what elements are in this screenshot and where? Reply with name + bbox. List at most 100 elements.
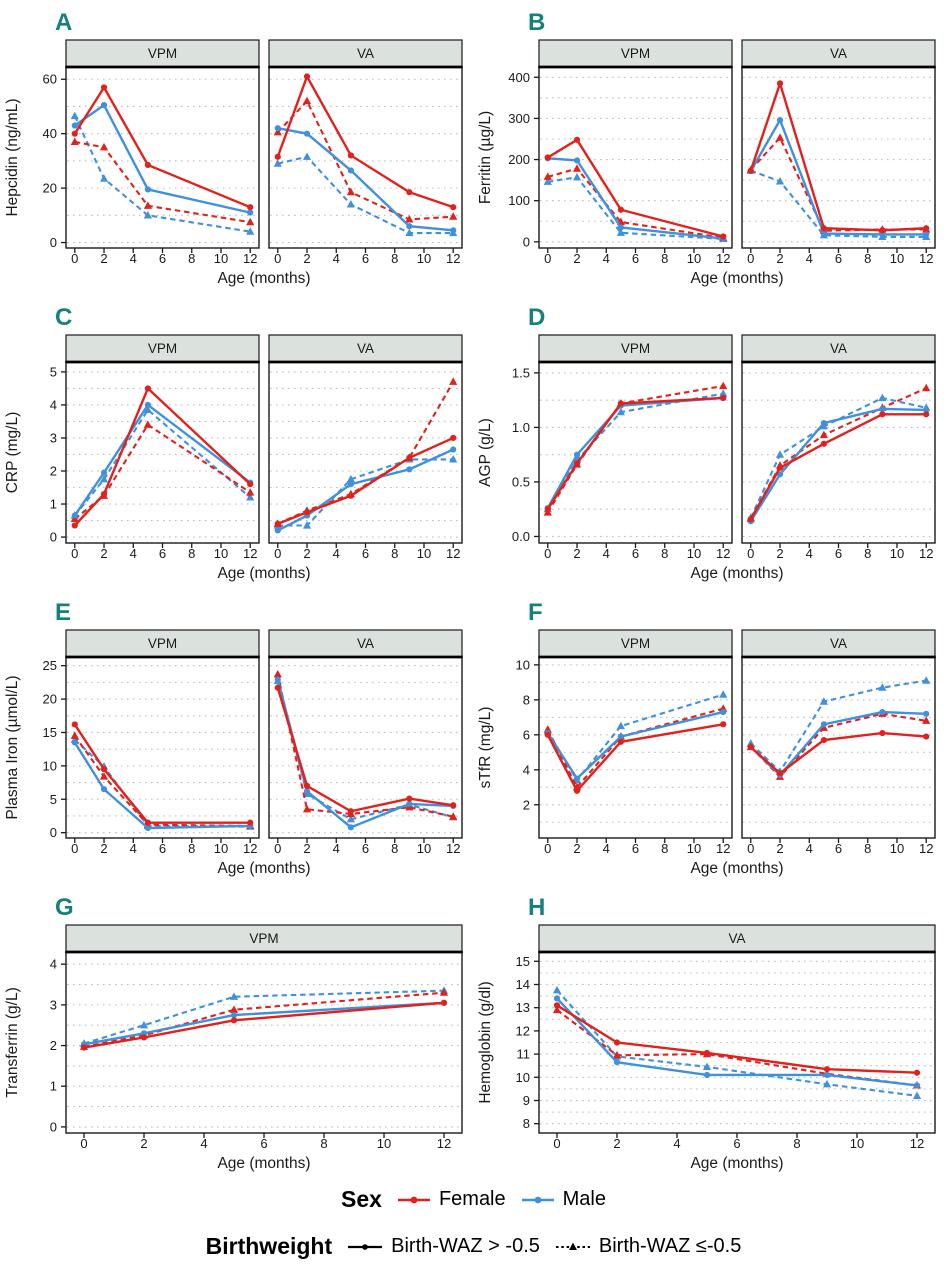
y-tick-label: 5	[49, 364, 56, 379]
series-line-female-solid	[73, 386, 251, 527]
series-line-female-solid	[83, 1001, 444, 1049]
legend-item-male: Male	[520, 1188, 606, 1211]
circle-marker	[303, 73, 310, 80]
x-tick-label: 0	[71, 546, 78, 561]
circle-marker	[144, 824, 151, 832]
x-tick-label: 0	[274, 841, 281, 856]
y-axis-title: Plasma Iron (µmol/L)	[4, 675, 21, 819]
circle-marker	[820, 225, 827, 232]
facet-strip	[64, 39, 260, 68]
x-tick-label: 4	[602, 841, 609, 856]
x-tick-label: 12	[715, 251, 729, 266]
x-tick-label: 12	[242, 841, 256, 856]
series-line-male-solid	[546, 710, 724, 781]
triangle-marker	[448, 812, 457, 820]
circle-marker	[617, 400, 624, 407]
x-axis-title: Age (months)	[217, 1155, 310, 1172]
triangle-marker	[775, 176, 784, 185]
circle-marker	[922, 710, 929, 717]
triangle-marker	[616, 228, 625, 236]
x-tick-label: 6	[158, 251, 165, 266]
triangle-marker	[718, 389, 727, 397]
triangle-marker	[70, 137, 79, 145]
facet-strip-label: VA	[356, 636, 373, 651]
x-tick-label: 10	[416, 841, 430, 856]
circle-marker	[274, 676, 281, 683]
birthwaz-gt-label: Birth-WAZ > -0.5	[391, 1235, 540, 1257]
series-line-female-solid	[546, 396, 723, 510]
circle-marker	[144, 819, 151, 826]
y-tick-label: 400	[508, 70, 530, 85]
circle-marker	[347, 167, 354, 174]
circle-marker	[71, 522, 78, 529]
circle-marker	[274, 153, 281, 160]
facet-VPM: VPM 0 2 4 6 8 10 12	[64, 39, 260, 266]
y-tick-label: 100	[508, 193, 530, 208]
circle-marker	[71, 721, 78, 728]
circle-marker	[71, 739, 78, 746]
panel-F: F 2 4 6 8 10 sTfR (mg/L) VPM 0 2 4 6 8 10 12 VA 0 2 4 6 8 10 1…	[474, 590, 947, 885]
series-line-female-dashed	[83, 991, 444, 1048]
facet-VPM: VPM 0 2 4 6 8 10 12	[64, 629, 260, 856]
triangle-marker	[448, 212, 457, 220]
circle-marker	[544, 731, 551, 738]
x-tick-label: 2	[303, 251, 310, 266]
x-tick-label: 0	[747, 546, 754, 561]
panel-E: E 0 5 10 15 20 25 Plasma Iron (µmol/L) VPM 0 2 4 6 8 1…	[1, 590, 474, 885]
triangle-marker	[616, 721, 625, 730]
facet-strip-label: VA	[829, 636, 846, 651]
x-tick-label: 4	[200, 1136, 207, 1151]
triangle-marker	[921, 383, 930, 392]
series-line-female-dashed	[546, 707, 724, 790]
x-tick-label: 4	[129, 546, 136, 561]
x-tick-label: 8	[391, 251, 398, 266]
circle-marker	[922, 411, 929, 418]
triangle-marker	[921, 676, 930, 684]
series-line-female-dashed	[73, 423, 251, 520]
circle-marker	[776, 770, 783, 777]
circle-marker	[405, 189, 412, 196]
x-tick-label: 2	[776, 841, 783, 856]
panel-A-chart: A 0 20 40 60 Hepcidin (ng/mL) VPM 0 2 4 6 8 10 12 VA 0 2…	[4, 9, 463, 287]
x-tick-label: 10	[213, 841, 227, 856]
y-axis-title: Ferritin (µg/L)	[477, 111, 494, 204]
x-tick-label: 2	[573, 841, 580, 856]
triangle-marker	[404, 215, 413, 223]
circle-marker	[573, 775, 580, 782]
y-tick-label: 0	[522, 234, 529, 249]
x-tick-label: 12	[445, 841, 459, 856]
triangle-marker	[229, 992, 238, 1000]
circle-marker	[922, 406, 929, 414]
x-axis-title: Age (months)	[217, 565, 310, 582]
y-tick-label: 10	[515, 657, 529, 672]
facet-strip	[267, 334, 463, 363]
facet-VA: VA 0 2 4 6 8 10 12	[267, 629, 463, 856]
triangle-marker	[273, 669, 282, 678]
y-tick-label: 0	[49, 530, 56, 545]
y-tick-label: 0.5	[511, 474, 529, 489]
x-tick-label: 6	[733, 1136, 740, 1151]
x-tick-label: 2	[776, 546, 783, 561]
series-line-male-solid	[83, 1001, 444, 1046]
x-tick-label: 12	[445, 251, 459, 266]
y-tick-label: 12	[515, 1023, 529, 1038]
circle-marker	[449, 446, 456, 453]
triangle-marker	[572, 164, 581, 172]
facet-strip	[537, 629, 733, 658]
panel-grid: A 0 20 40 60 Hepcidin (ng/mL) VPM 0 2 4 6 8 10 12 VA 0 2…	[1, 0, 947, 1180]
triangle-marker	[346, 474, 355, 483]
x-tick-label: 2	[100, 546, 107, 561]
x-tick-label: 0	[544, 546, 551, 561]
facet-strip	[740, 629, 936, 658]
series-line-female-dashed	[74, 140, 250, 224]
circle-marker	[922, 733, 929, 740]
circle-marker	[719, 233, 726, 240]
x-tick-label: 10	[376, 1136, 390, 1151]
x-tick-label: 12	[715, 546, 729, 561]
birthwaz-le-label: Birth-WAZ ≤-0.5	[598, 1235, 742, 1257]
series-line-male-solid	[73, 741, 250, 830]
circle-marker	[100, 102, 107, 109]
triangle-marker	[99, 772, 108, 780]
